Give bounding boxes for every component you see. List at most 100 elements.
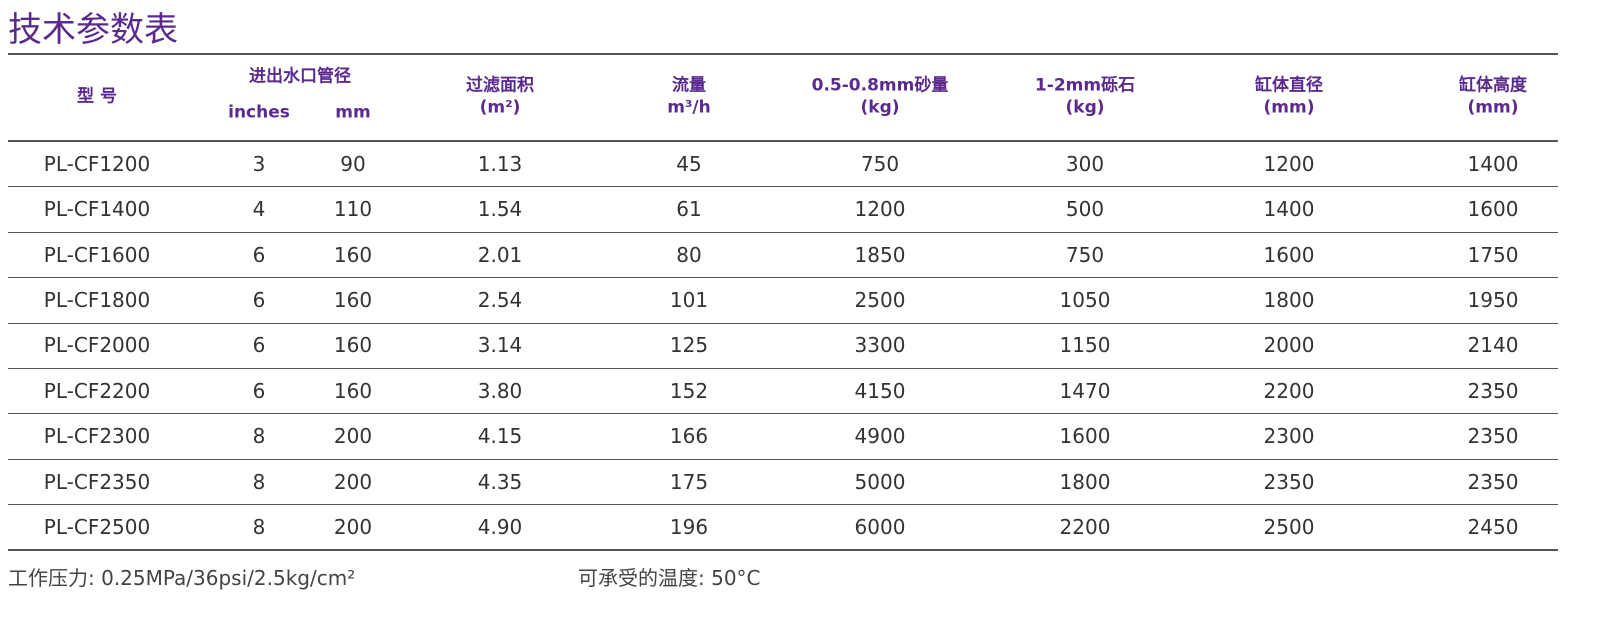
table-cell: 1850 xyxy=(854,242,906,267)
table-cell: 200 xyxy=(333,514,373,539)
table-cell: 2140 xyxy=(1467,333,1519,358)
table-cell: 160 xyxy=(333,242,373,267)
table-cell: 125 xyxy=(669,333,709,358)
table-cell: 4 xyxy=(252,197,266,222)
table-cell: 2450 xyxy=(1467,514,1519,539)
table-cell: 200 xyxy=(333,424,373,449)
table-cell: 200 xyxy=(333,469,373,494)
table-cell: PL-CF2200 xyxy=(43,378,151,403)
pressure-note: 工作压力: 0.25MPa/36psi/2.5kg/cm² xyxy=(8,566,356,590)
header-cell: m³/h xyxy=(667,97,711,118)
table-cell: 2500 xyxy=(1263,514,1315,539)
table-cell: 6 xyxy=(252,287,266,312)
table-cell: 3.80 xyxy=(477,378,523,403)
table-cell: 500 xyxy=(1065,197,1105,222)
table-cell: 1400 xyxy=(1467,151,1519,176)
header-cell: (kg) xyxy=(1065,97,1105,118)
row-divider xyxy=(8,368,1558,369)
row-divider xyxy=(8,548,1558,551)
row-divider xyxy=(8,186,1558,188)
title: 技术参数表 xyxy=(8,10,178,50)
header-cell: 1-2mm砾石 xyxy=(1034,75,1136,96)
table-cell: 2500 xyxy=(854,287,906,312)
header-cell: inches xyxy=(228,102,290,123)
temperature-note: 可承受的温度: 50°C xyxy=(578,566,761,590)
table-cell: PL-CF1200 xyxy=(43,151,151,176)
table-cell: 2.01 xyxy=(477,242,523,267)
table-cell: 8 xyxy=(252,514,266,539)
table-cell: 152 xyxy=(669,378,709,403)
table-cell: PL-CF2350 xyxy=(43,469,151,494)
table-cell: 80 xyxy=(676,242,702,267)
table-cell: PL-CF1600 xyxy=(43,242,151,267)
header-cell: 进出水口管径 xyxy=(249,66,351,87)
table-cell: 1470 xyxy=(1059,378,1111,403)
table-cell: 1800 xyxy=(1263,287,1315,312)
table-cell: 1200 xyxy=(854,197,906,222)
table-cell: 3300 xyxy=(854,333,906,358)
row-divider xyxy=(8,231,1558,233)
table-cell: 1150 xyxy=(1059,333,1111,358)
table-cell: 4.90 xyxy=(477,514,523,539)
table-cell: 4900 xyxy=(854,424,906,449)
table-cell: PL-CF2500 xyxy=(43,514,151,539)
table-cell: 101 xyxy=(669,287,709,312)
table-cell: 2350 xyxy=(1263,469,1315,494)
header-cell: (mm) xyxy=(1263,97,1315,118)
table-cell: 1.54 xyxy=(477,197,523,222)
table-cell: 1950 xyxy=(1467,287,1519,312)
table-cell: 4.35 xyxy=(477,469,523,494)
table-cell: 1.13 xyxy=(477,151,523,176)
table-cell: 1600 xyxy=(1263,242,1315,267)
table-cell: 1750 xyxy=(1467,242,1519,267)
table-cell: 3.14 xyxy=(477,333,523,358)
header-cell: mm xyxy=(335,102,371,123)
header-cell: (mm) xyxy=(1467,97,1519,118)
table-cell: 750 xyxy=(860,151,900,176)
table-cell: 4150 xyxy=(854,378,906,403)
table-cell: 2.54 xyxy=(477,287,523,312)
table-cell: 2300 xyxy=(1263,424,1315,449)
header-cell: 缸体高度 xyxy=(1459,75,1527,96)
table-cell: 1800 xyxy=(1059,469,1111,494)
table-cell: 175 xyxy=(669,469,709,494)
row-divider xyxy=(8,458,1558,460)
table-cell: 2200 xyxy=(1263,378,1315,403)
table-cell: 6 xyxy=(252,242,266,267)
header-cell: 过滤面积 xyxy=(466,75,534,96)
table-cell: 110 xyxy=(333,197,373,222)
table-cell: 90 xyxy=(340,151,366,176)
row-divider xyxy=(8,140,1558,142)
table-cell: 1600 xyxy=(1467,197,1519,222)
header-cell: 流量 xyxy=(672,75,706,96)
table-cell: PL-CF1400 xyxy=(43,197,151,222)
table-cell: 3 xyxy=(252,151,266,176)
row-divider xyxy=(8,322,1558,324)
header-cell: 缸体直径 xyxy=(1255,75,1323,96)
table-cell: 160 xyxy=(333,287,373,312)
table-cell: 6 xyxy=(252,333,266,358)
row-divider xyxy=(8,277,1558,279)
row-divider xyxy=(8,413,1558,415)
header-cell: 0.5-0.8mm砂量 xyxy=(811,75,949,96)
table-cell: 2000 xyxy=(1263,333,1315,358)
table-cell: 2350 xyxy=(1467,378,1519,403)
table-cell: 160 xyxy=(333,378,373,403)
table-cell: 750 xyxy=(1065,242,1105,267)
table-cell: 6000 xyxy=(854,514,906,539)
table-cell: 1200 xyxy=(1263,151,1315,176)
table-cell: 196 xyxy=(669,514,709,539)
table-cell: 2350 xyxy=(1467,424,1519,449)
header-cell: 型 号 xyxy=(77,86,117,107)
table-cell: 6 xyxy=(252,378,266,403)
table-cell: 8 xyxy=(252,424,266,449)
header-cell: (kg) xyxy=(860,97,900,118)
table-cell: 5000 xyxy=(854,469,906,494)
table-cell: 2350 xyxy=(1467,469,1519,494)
table-cell: PL-CF2000 xyxy=(43,333,151,358)
table-cell: 61 xyxy=(676,197,702,222)
table-cell: PL-CF2300 xyxy=(43,424,151,449)
table-cell: 300 xyxy=(1065,151,1105,176)
table-cell: PL-CF1800 xyxy=(43,287,151,312)
table-cell: 1600 xyxy=(1059,424,1111,449)
